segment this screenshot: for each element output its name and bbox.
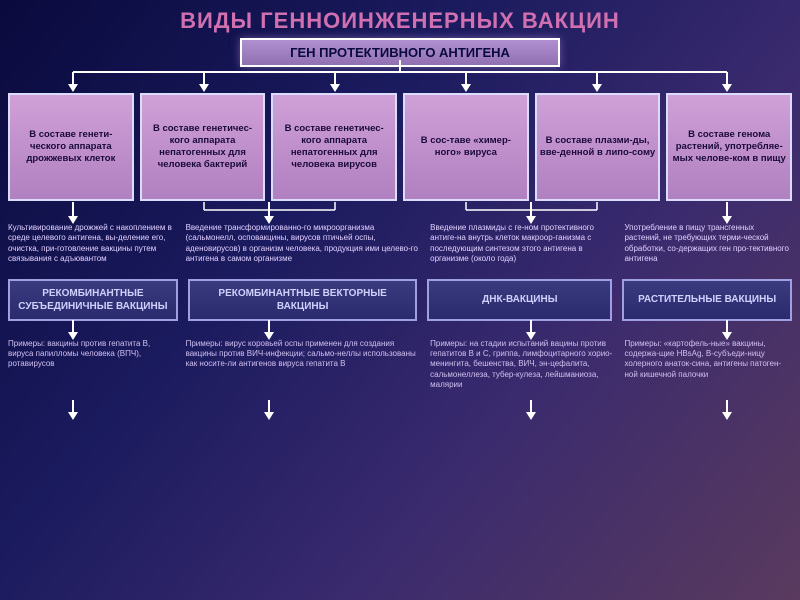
- category-box-5: В составе плазми-ды, вве-денной в липо-с…: [535, 93, 661, 201]
- root-node: ГЕН ПРОТЕКТИВНОГО АНТИГЕНА: [240, 38, 560, 67]
- examples-row: Примеры: вакцины против гепатита В, виру…: [0, 339, 800, 391]
- category-box-4: В сос-таве «химер-ного» вируса: [403, 93, 529, 201]
- category-box-3: В составе генетичес-кого аппарата непато…: [271, 93, 397, 201]
- description-1: Культивирование дрожжей с накоплением в …: [8, 223, 176, 265]
- diagram-title: ВИДЫ ГЕННОИНЖЕНЕРНЫХ ВАКЦИН: [0, 0, 800, 38]
- example-4: Примеры: «картофель-ные» вакцины, содерж…: [624, 339, 792, 391]
- result-row: РЕКОМБИНАНТНЫЕ СУБЪЕДИНИЧНЫЕ ВАКЦИНЫ РЕК…: [0, 279, 800, 321]
- description-4: Употребление в пищу трансгенных растений…: [624, 223, 792, 265]
- example-3: Примеры: на стадии испытаний вацины прот…: [430, 339, 614, 391]
- description-row: Культивирование дрожжей с накоплением в …: [0, 223, 800, 265]
- category-box-1: В составе генети-ческого аппарата дрожже…: [8, 93, 134, 201]
- category-box-2: В составе генетичес-кого аппарата непато…: [140, 93, 266, 201]
- category-box-6: В составе генома растений, употребляе-мы…: [666, 93, 792, 201]
- result-box-2: РЕКОМБИНАНТНЫЕ ВЕКТОРНЫЕ ВАКЦИНЫ: [188, 279, 418, 321]
- example-2: Примеры: вирус коровьей оспы применен дл…: [186, 339, 421, 391]
- result-box-3: ДНК-ВАКЦИНЫ: [427, 279, 612, 321]
- example-1: Примеры: вакцины против гепатита В, виру…: [8, 339, 176, 391]
- category-row: В составе генети-ческого аппарата дрожже…: [0, 93, 800, 201]
- result-box-4: РАСТИТЕЛЬНЫЕ ВАКЦИНЫ: [622, 279, 792, 321]
- description-3: Введение плазмиды с ге-ном протективного…: [430, 223, 614, 265]
- description-2: Введение трансформированно-го микроорган…: [186, 223, 421, 265]
- result-box-1: РЕКОМБИНАНТНЫЕ СУБЪЕДИНИЧНЫЕ ВАКЦИНЫ: [8, 279, 178, 321]
